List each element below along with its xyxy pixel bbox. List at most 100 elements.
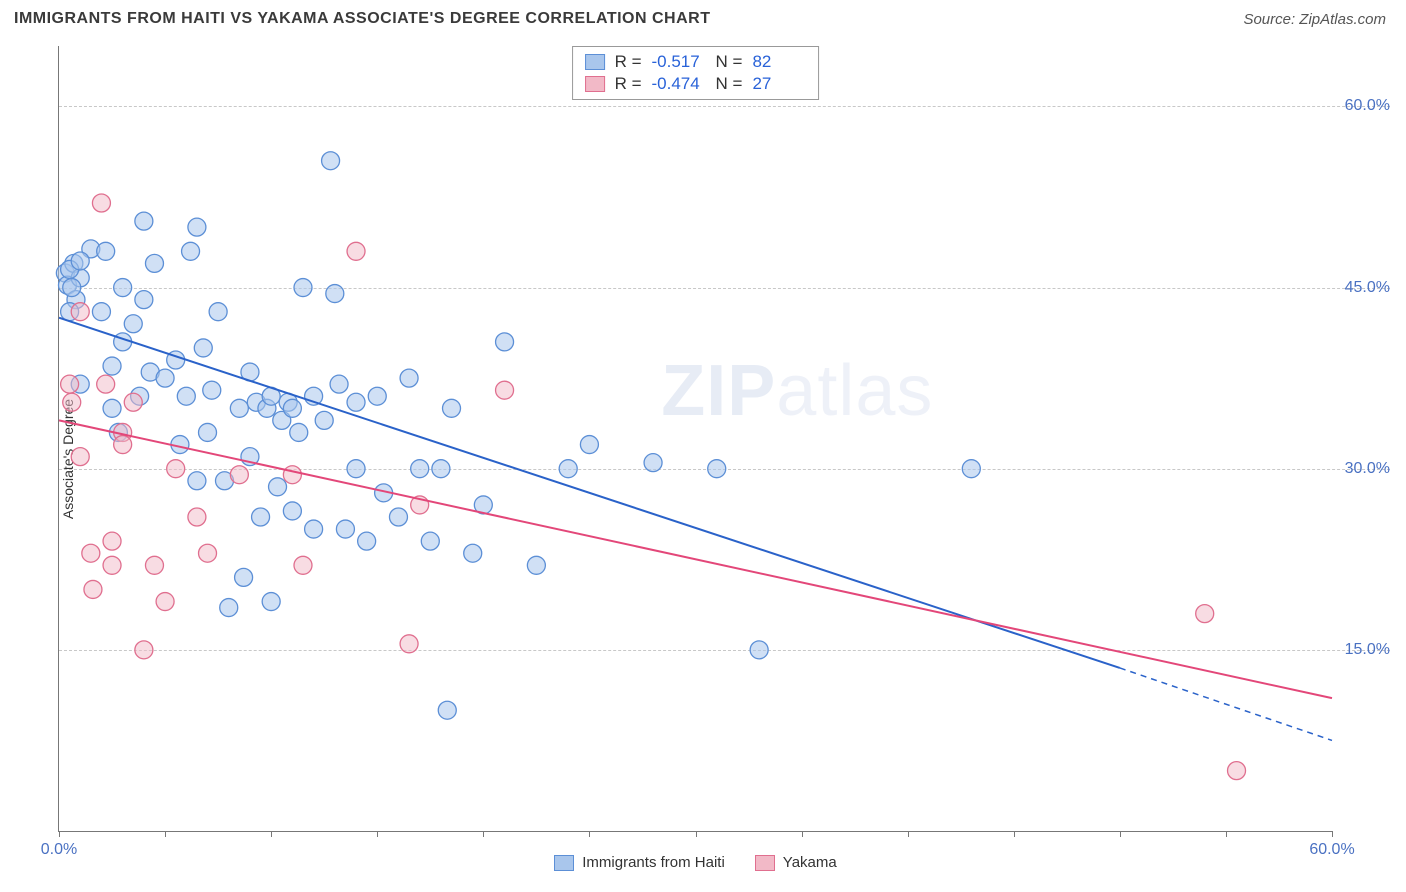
x-tick (165, 831, 166, 837)
data-point-haiti (262, 593, 280, 611)
data-point-haiti (177, 387, 195, 405)
data-point-haiti (235, 568, 253, 586)
data-point-haiti (114, 279, 132, 297)
data-point-yakama (145, 556, 163, 574)
data-point-yakama (1228, 762, 1246, 780)
legend-label-yakama: Yakama (783, 854, 837, 871)
n-label: N = (716, 52, 743, 72)
data-point-haiti (230, 399, 248, 417)
data-point-haiti (322, 152, 340, 170)
swatch-haiti (585, 54, 605, 70)
chart-title: IMMIGRANTS FROM HAITI VS YAKAMA ASSOCIAT… (14, 10, 711, 28)
data-point-haiti (103, 357, 121, 375)
data-point-haiti (97, 242, 115, 260)
data-point-yakama (347, 242, 365, 260)
n-value-haiti: 82 (752, 52, 806, 72)
n-label: N = (716, 74, 743, 94)
data-point-yakama (63, 393, 81, 411)
data-point-haiti (708, 460, 726, 478)
data-point-haiti (368, 387, 386, 405)
data-point-haiti (194, 339, 212, 357)
data-point-haiti (290, 423, 308, 441)
n-value-yakama: 27 (752, 74, 806, 94)
x-tick (483, 831, 484, 837)
data-point-haiti (124, 315, 142, 333)
data-point-haiti (432, 460, 450, 478)
data-point-yakama (230, 466, 248, 484)
data-point-haiti (188, 218, 206, 236)
data-point-haiti (411, 460, 429, 478)
chart-container: Associate's Degree ZIPatlas R = -0.517 N… (14, 40, 1392, 878)
data-point-haiti (962, 460, 980, 478)
data-point-yakama (84, 580, 102, 598)
data-point-yakama (199, 544, 217, 562)
legend-item-haiti: Immigrants from Haiti (554, 854, 725, 871)
legend-label-haiti: Immigrants from Haiti (582, 854, 725, 871)
trendline-haiti (59, 318, 1120, 668)
data-point-haiti (464, 544, 482, 562)
x-tick-label: 0.0% (41, 841, 77, 859)
data-point-haiti (209, 303, 227, 321)
data-point-yakama (124, 393, 142, 411)
trendline-yakama (59, 420, 1332, 698)
data-point-haiti (330, 375, 348, 393)
data-point-yakama (103, 556, 121, 574)
data-point-haiti (443, 399, 461, 417)
y-tick-label: 45.0% (1334, 279, 1390, 297)
data-point-haiti (400, 369, 418, 387)
trendline-extension-haiti (1120, 668, 1332, 740)
r-label: R = (615, 52, 642, 72)
x-tick (1226, 831, 1227, 837)
stats-row-yakama: R = -0.474 N = 27 (585, 73, 807, 95)
data-point-haiti (63, 279, 81, 297)
data-point-haiti (71, 252, 89, 270)
data-point-haiti (283, 502, 301, 520)
x-tick (696, 831, 697, 837)
data-point-haiti (114, 333, 132, 351)
data-point-haiti (220, 599, 238, 617)
r-value-haiti: -0.517 (652, 52, 706, 72)
data-point-yakama (156, 593, 174, 611)
data-point-haiti (135, 291, 153, 309)
data-point-yakama (1196, 605, 1214, 623)
x-tick (271, 831, 272, 837)
data-point-haiti (305, 520, 323, 538)
data-point-haiti (326, 285, 344, 303)
y-tick-label: 15.0% (1334, 641, 1390, 659)
y-tick-label: 30.0% (1334, 460, 1390, 478)
data-point-haiti (580, 436, 598, 454)
plot-area: ZIPatlas R = -0.517 N = 82 R = -0.474 N … (58, 46, 1332, 832)
x-tick-label: 60.0% (1309, 841, 1354, 859)
x-tick (59, 831, 60, 837)
data-point-yakama (71, 303, 89, 321)
data-point-haiti (182, 242, 200, 260)
data-point-haiti (103, 399, 121, 417)
y-tick-label: 60.0% (1334, 97, 1390, 115)
r-label: R = (615, 74, 642, 94)
scatter-svg (59, 46, 1332, 831)
data-point-yakama (283, 466, 301, 484)
data-point-haiti (156, 369, 174, 387)
data-point-yakama (82, 544, 100, 562)
data-point-haiti (315, 411, 333, 429)
data-point-haiti (203, 381, 221, 399)
data-point-yakama (92, 194, 110, 212)
data-point-yakama (61, 375, 79, 393)
data-point-haiti (438, 701, 456, 719)
swatch-yakama (585, 76, 605, 92)
r-value-yakama: -0.474 (652, 74, 706, 94)
data-point-haiti (336, 520, 354, 538)
x-tick (908, 831, 909, 837)
data-point-haiti (358, 532, 376, 550)
swatch-haiti (554, 855, 574, 871)
data-point-haiti (496, 333, 514, 351)
data-point-haiti (644, 454, 662, 472)
data-point-yakama (188, 508, 206, 526)
swatch-yakama (755, 855, 775, 871)
data-point-haiti (199, 423, 217, 441)
x-tick (589, 831, 590, 837)
data-point-haiti (347, 393, 365, 411)
data-point-haiti (347, 460, 365, 478)
legend-item-yakama: Yakama (755, 854, 837, 871)
data-point-haiti (252, 508, 270, 526)
